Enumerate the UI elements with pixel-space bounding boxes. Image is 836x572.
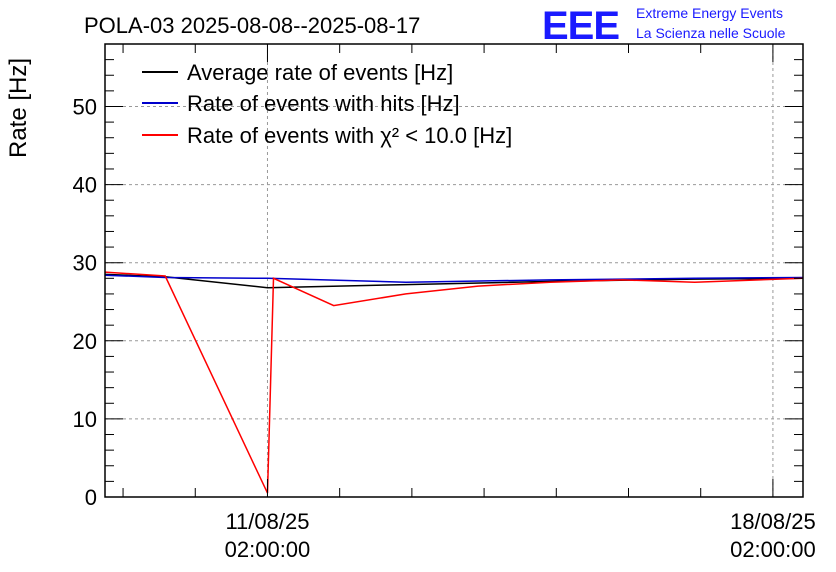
eee-logo-line2: La Scienza nelle Scuole bbox=[636, 25, 786, 41]
x-tick-label-time: 02:00:00 bbox=[225, 537, 311, 562]
legend: Average rate of events [Hz] Rate of even… bbox=[142, 60, 512, 148]
legend-label-chi2: Rate of events with χ² < 10.0 [Hz] bbox=[187, 123, 512, 148]
legend-label-average: Average rate of events [Hz] bbox=[187, 60, 453, 85]
y-tick-label: 50 bbox=[73, 94, 97, 119]
chart-title: POLA-03 2025-08-08--2025-08-17 bbox=[84, 13, 420, 38]
y-tick-label: 40 bbox=[73, 173, 97, 198]
y-tick-label: 30 bbox=[73, 251, 97, 276]
y-tick-label: 0 bbox=[85, 485, 97, 510]
series-layer bbox=[104, 271, 804, 494]
x-tick-label-date: 18/08/25 bbox=[730, 509, 816, 534]
series-chi2-line bbox=[104, 271, 804, 494]
x-tick-label-date: 11/08/25 bbox=[225, 509, 309, 534]
x-tick-label-time: 02:00:00 bbox=[730, 537, 816, 562]
plot-frame bbox=[104, 43, 804, 498]
y-axis-label: Rate [Hz] bbox=[5, 58, 32, 158]
eee-logo: EEE bbox=[542, 4, 619, 48]
y-tick-label: 10 bbox=[73, 407, 97, 432]
legend-label-hits: Rate of events with hits [Hz] bbox=[187, 91, 460, 116]
eee-logo-line1: Extreme Energy Events bbox=[636, 5, 783, 21]
axes: 0 10 20 30 40 50 11/08/25 02:00:00 18/08/25 02:00… bbox=[73, 43, 816, 562]
y-tick-label: 20 bbox=[73, 329, 97, 354]
grid bbox=[105, 44, 803, 497]
